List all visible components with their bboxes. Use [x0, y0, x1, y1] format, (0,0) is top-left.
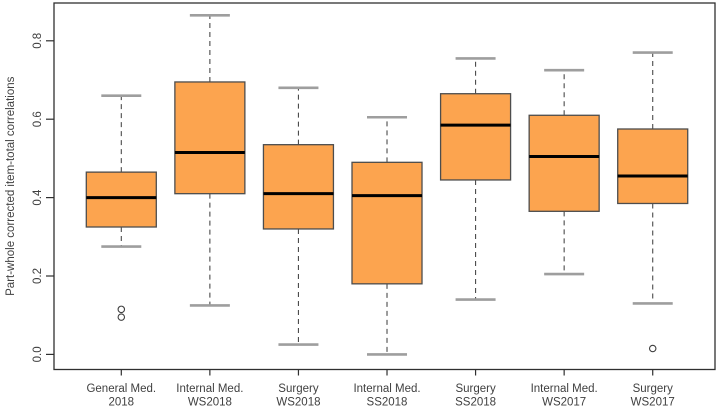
boxplot-box-4: Internal Med. SS2018 [351, 115, 423, 409]
y-tick-label: 0.2 [32, 268, 44, 284]
x-tick-label-line1: Internal Med. [353, 383, 420, 395]
x-tick-label-line2: SS2018 [455, 397, 496, 409]
plot-border [53, 2, 716, 371]
iqr-box [262, 144, 335, 230]
iqr-box [617, 128, 689, 205]
boxplot-box-1: General Med. 2018 [85, 94, 157, 409]
x-tick-label-line2: WS2017 [542, 397, 586, 409]
x-tick-label-line2: SS2018 [367, 397, 408, 409]
outlier-point [117, 305, 126, 314]
x-tick-label-line2: 2018 [109, 397, 135, 409]
boxplot-box-2: Internal Med. WS2018 [174, 14, 246, 409]
x-tick-label-line1: Surgery [633, 383, 674, 395]
x-tick-label-line1: Surgery [278, 383, 319, 395]
x-tick-label-line2: WS2017 [631, 397, 675, 409]
y-tick-label: 0.8 [32, 33, 44, 49]
outlier-point [648, 344, 657, 353]
x-tick-label-line2: WS2018 [188, 397, 232, 409]
iqr-box [85, 171, 157, 228]
y-tick-label: 0.4 [32, 189, 44, 206]
boxplot-box-3: Surgery WS2018 [262, 86, 335, 409]
iqr-box [351, 161, 423, 285]
x-tick-label-line1: General Med. [86, 383, 156, 395]
boxplot-box-7: Surgery WS2017 [617, 51, 689, 409]
y-tick-label: 0.6 [32, 111, 44, 127]
y-axis-title: Part-whole corrected item-total correlat… [5, 76, 17, 295]
x-tick-label-line1: Surgery [455, 383, 496, 395]
x-tick-label-line2: WS2018 [276, 397, 320, 409]
iqr-box [528, 114, 600, 212]
iqr-box [174, 81, 246, 195]
y-tick-label: 0.0 [32, 346, 44, 362]
iqr-box [439, 93, 512, 181]
x-tick-label-line1: Internal Med. [176, 383, 243, 395]
outlier-point [117, 313, 126, 321]
boxplot-box-5: Surgery SS2018 [439, 57, 512, 409]
x-tick-label-line1: Internal Med. [531, 383, 598, 395]
boxplot-box-6: Internal Med. WS2017 [528, 68, 600, 409]
